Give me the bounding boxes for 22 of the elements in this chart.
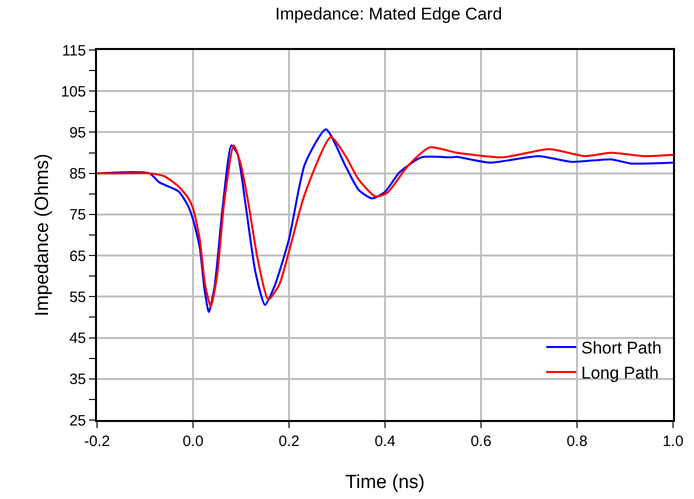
x-tick-label: 0.2: [278, 433, 300, 450]
legend-label: Long Path: [581, 364, 659, 383]
chart-title: Impedance: Mated Edge Card: [275, 4, 502, 24]
y-tick-label: 25: [69, 412, 86, 430]
y-tick-label: 95: [69, 124, 86, 142]
y-tick-label: 85: [69, 166, 86, 183]
y-tick-label: 35: [69, 371, 86, 388]
y-tick-label: 45: [69, 330, 86, 348]
x-tick-label: 1.0: [662, 433, 684, 450]
x-tick-label: -0.2: [84, 433, 110, 450]
y-tick-label: 55: [69, 288, 86, 306]
y-tick-label: 65: [69, 248, 86, 265]
y-tick-label: 75: [69, 206, 86, 224]
x-tick-label: 0.4: [374, 433, 396, 450]
y-tick-label: 115: [62, 42, 86, 60]
x-tick-label: 0.8: [566, 433, 588, 450]
y-tick-label: 105: [60, 83, 86, 100]
y-axis-title: Impedance (Ohms): [32, 154, 53, 316]
legend-label: Short Path: [581, 338, 662, 358]
x-tick-label: 0.0: [182, 433, 204, 450]
x-tick-label: 0.6: [470, 433, 492, 450]
x-axis-title: Time (ns): [345, 472, 425, 493]
